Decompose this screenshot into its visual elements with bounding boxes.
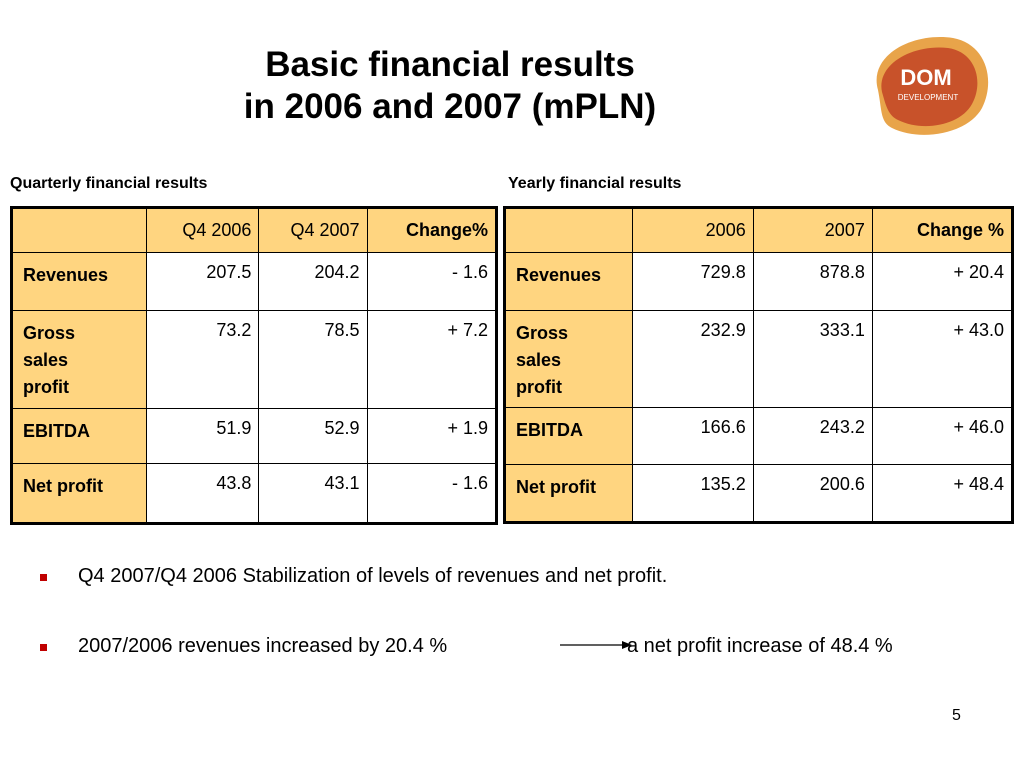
table-row: Revenues 207.5 204.2 - 1.6 xyxy=(10,252,498,311)
row-label: Gross sales profit xyxy=(504,310,633,408)
square-bullet-icon xyxy=(40,574,47,581)
value-cell: 204.2 xyxy=(258,252,368,311)
change-cell: + 46.0 xyxy=(871,407,1014,465)
table-row: Gross sales profit 73.2 78.5 + 7.2 xyxy=(10,310,498,409)
value-cell: 73.2 xyxy=(146,310,260,409)
change-cell: + 43.0 xyxy=(871,310,1014,408)
arrow-right-icon xyxy=(560,641,632,649)
slide-title: Basic financial results in 2006 and 2007… xyxy=(180,44,720,128)
header-cell: 2006 xyxy=(631,207,754,253)
value-cell: 51.9 xyxy=(146,408,260,464)
table-header-row: 2006 2007 Change % xyxy=(504,207,1014,253)
change-cell: + 48.4 xyxy=(871,464,1014,523)
header-cell: Q4 2006 xyxy=(146,207,260,253)
bullet-text-right: a net profit increase of 48.4 % xyxy=(627,635,893,657)
row-label: Net profit xyxy=(504,464,633,523)
quarterly-label: Quarterly financial results xyxy=(10,175,208,192)
row-label: Net profit xyxy=(10,463,148,524)
change-cell: + 20.4 xyxy=(871,252,1014,311)
row-label: Revenues xyxy=(504,252,633,311)
change-cell: - 1.6 xyxy=(366,252,498,311)
value-cell: 243.2 xyxy=(752,407,873,465)
logo-sub-text: DEVELOPMENT xyxy=(898,93,959,102)
bullet-text: Q4 2007/Q4 2006 Stabilization of levels … xyxy=(78,565,668,587)
page-number: 5 xyxy=(952,707,961,724)
bullet-text-left: 2007/2006 revenues increased by 20.4 % xyxy=(78,635,448,657)
title-line-2: in 2006 and 2007 (mPLN) xyxy=(243,87,657,126)
value-cell: 200.6 xyxy=(752,464,873,523)
value-cell: 333.1 xyxy=(752,310,873,408)
table-row: Net profit 135.2 200.6 + 48.4 xyxy=(504,464,1014,523)
change-cell: - 1.6 xyxy=(366,463,498,524)
value-cell: 232.9 xyxy=(631,310,754,408)
dom-development-logo: DOM DEVELOPMENT xyxy=(876,37,989,135)
value-cell: 78.5 xyxy=(258,310,368,409)
row-label: EBITDA xyxy=(10,408,148,464)
value-cell: 729.8 xyxy=(631,252,754,311)
header-cell: Q4 2007 xyxy=(258,207,368,253)
logo-main-text: DOM xyxy=(900,65,951,90)
row-label: Revenues xyxy=(10,252,148,311)
header-cell: Change % xyxy=(871,207,1014,253)
table-row: Net profit 43.8 43.1 - 1.6 xyxy=(10,463,498,524)
value-cell: 166.6 xyxy=(631,407,754,465)
title-line-1: Basic financial results xyxy=(265,45,635,84)
value-cell: 52.9 xyxy=(258,408,368,464)
header-cell xyxy=(504,207,633,253)
change-cell: + 7.2 xyxy=(366,310,498,409)
table-row: EBITDA 166.6 243.2 + 46.0 xyxy=(504,407,1014,465)
row-label: EBITDA xyxy=(504,407,633,465)
yearly-label: Yearly financial results xyxy=(508,175,682,192)
table-row: Revenues 729.8 878.8 + 20.4 xyxy=(504,252,1014,311)
value-cell: 135.2 xyxy=(631,464,754,523)
row-label: Gross sales profit xyxy=(10,310,148,409)
table-row: Gross sales profit 232.9 333.1 + 43.0 xyxy=(504,310,1014,408)
table-row: EBITDA 51.9 52.9 + 1.9 xyxy=(10,408,498,464)
header-cell: Change% xyxy=(366,207,498,253)
square-bullet-icon xyxy=(40,644,47,651)
value-cell: 878.8 xyxy=(752,252,873,311)
change-cell: + 1.9 xyxy=(366,408,498,464)
yearly-table: 2006 2007 Change % Revenues 729.8 878.8 … xyxy=(503,206,1014,524)
value-cell: 207.5 xyxy=(146,252,260,311)
header-cell: 2007 xyxy=(752,207,873,253)
header-cell xyxy=(10,207,148,253)
table-header-row: Q4 2006 Q4 2007 Change% xyxy=(10,207,498,253)
quarterly-table: Q4 2006 Q4 2007 Change% Revenues 207.5 2… xyxy=(10,206,498,525)
value-cell: 43.1 xyxy=(258,463,368,524)
value-cell: 43.8 xyxy=(146,463,260,524)
